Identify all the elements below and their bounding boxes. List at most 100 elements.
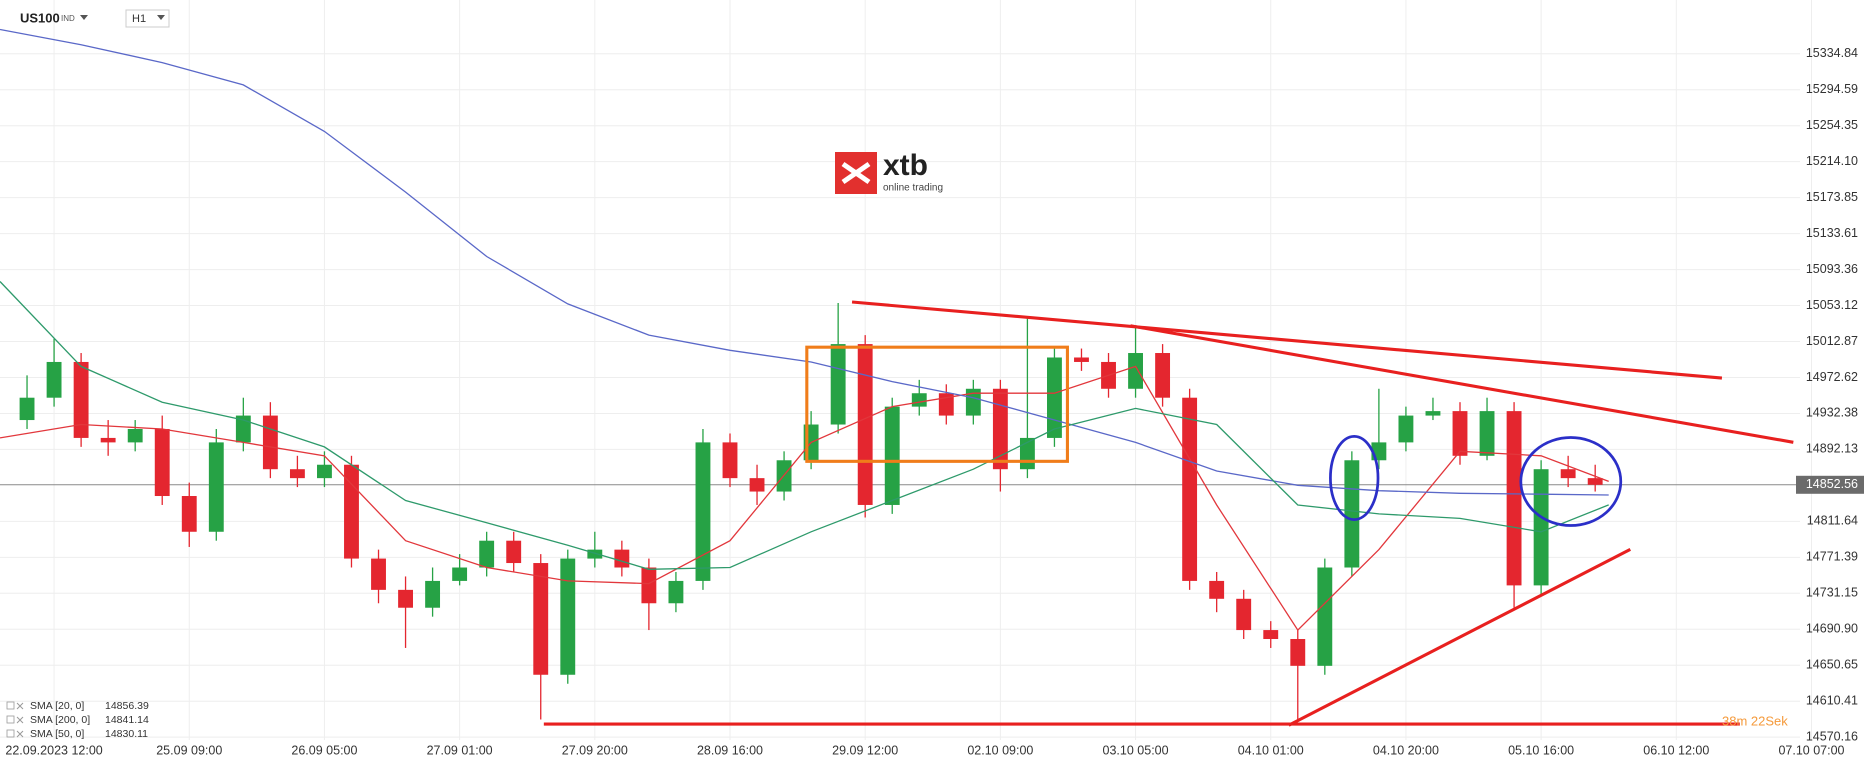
candle-body xyxy=(560,558,576,675)
candle-body xyxy=(1398,415,1414,443)
timeframe-box[interactable] xyxy=(125,9,170,28)
logo-text: xtb xyxy=(883,149,928,182)
last-price-label: 14852.56 xyxy=(1806,477,1858,491)
candle-body xyxy=(100,437,116,443)
logo: xtb online trading xyxy=(835,149,943,194)
legend-value: 14830.11 xyxy=(105,728,148,740)
candle-body xyxy=(262,415,278,470)
x-tick-label: 28.09 16:00 xyxy=(697,743,763,757)
symbol[interactable]: US100 xyxy=(20,10,60,25)
legend-icon xyxy=(16,702,24,710)
y-tick-label: 15334.84 xyxy=(1806,46,1858,60)
y-tick-label: 14610.41 xyxy=(1806,694,1858,708)
x-tick-label: 27.09 01:00 xyxy=(427,743,493,757)
legend-value: 14856.39 xyxy=(105,700,149,712)
x-tick-label: 07.10 07:00 xyxy=(1778,743,1844,757)
timeframe[interactable]: H1 xyxy=(132,13,146,25)
mark-layer xyxy=(0,28,1609,722)
x-tick-label: 22.09.2023 12:00 xyxy=(5,743,102,757)
x-tick-label: 03.10 05:00 xyxy=(1103,743,1169,757)
candle-body xyxy=(452,567,468,581)
y-tick-label: 14972.62 xyxy=(1806,370,1858,384)
highlight-ellipse xyxy=(1329,434,1380,521)
annotations xyxy=(543,300,1794,727)
legend-label: SMA [50, 0] xyxy=(30,728,84,740)
candle-body xyxy=(587,549,603,559)
candle-body xyxy=(1317,567,1333,666)
candle-body xyxy=(641,567,657,604)
dropdown-arrow[interactable] xyxy=(157,15,165,20)
y-tick-label: 15214.10 xyxy=(1806,154,1858,168)
y-tick-label: 15093.36 xyxy=(1806,262,1858,276)
x-tick-label: 04.10 01:00 xyxy=(1238,743,1304,757)
candle-body xyxy=(317,464,332,479)
trend-line xyxy=(1130,324,1794,444)
candle-body xyxy=(533,563,549,675)
candle-body xyxy=(1290,639,1306,666)
candle-body xyxy=(614,549,630,568)
moving-average-line xyxy=(0,281,1609,570)
legend-icon xyxy=(16,730,24,738)
moving-average-line xyxy=(0,28,1609,496)
x-tick-label: 04.10 20:00 xyxy=(1373,743,1439,757)
candle-body xyxy=(1236,598,1252,631)
candle-body xyxy=(1074,357,1089,362)
trend-line xyxy=(851,300,1723,380)
candle-body xyxy=(46,361,62,398)
last-price-tag xyxy=(1796,475,1864,494)
y-tick-label: 15012.87 xyxy=(1806,334,1858,348)
highlight-ellipse xyxy=(1519,436,1623,527)
moving-average-line xyxy=(0,365,1609,632)
legend-label: SMA [20, 0] xyxy=(30,700,84,712)
candle-body xyxy=(1047,357,1062,438)
candle-body xyxy=(479,540,495,568)
x-tick-label: 06.10 12:00 xyxy=(1643,743,1709,757)
candle-body xyxy=(1344,460,1360,568)
candle-body xyxy=(208,442,224,532)
candle-body xyxy=(425,580,441,608)
y-tick-label: 15294.59 xyxy=(1806,82,1858,96)
legend-icon xyxy=(6,715,15,724)
x-tick-label: 27.09 20:00 xyxy=(562,743,628,757)
candle-body xyxy=(830,344,846,425)
candle-body xyxy=(695,442,711,581)
candle-body xyxy=(1155,353,1171,398)
candle-body xyxy=(1425,411,1441,416)
candle-body xyxy=(1587,478,1603,485)
candle-body xyxy=(19,397,35,421)
candle-body xyxy=(857,344,873,505)
candle-body xyxy=(1209,580,1225,599)
candle-body xyxy=(398,589,413,608)
dropdown-arrow[interactable] xyxy=(80,15,88,20)
candle-body xyxy=(965,388,981,416)
candle-body xyxy=(235,415,251,443)
y-tick-label: 15053.12 xyxy=(1806,298,1858,312)
legend-icon xyxy=(6,729,15,738)
y-tick-label: 14650.65 xyxy=(1806,658,1858,672)
candle-body xyxy=(154,428,170,497)
candle-body xyxy=(884,406,900,505)
y-tick-label: 14892.13 xyxy=(1806,442,1858,456)
x-tick-label: 26.09 05:00 xyxy=(291,743,357,757)
trend-line xyxy=(1288,547,1632,727)
y-tick-label: 14731.15 xyxy=(1806,586,1858,600)
countdown: 38m 22Sek xyxy=(1722,713,1788,728)
candle-body xyxy=(127,428,143,443)
candle-body xyxy=(73,361,89,438)
x-tick-label: 29.09 12:00 xyxy=(832,743,898,757)
x-tick-label: 25.09 09:00 xyxy=(156,743,222,757)
candle-body xyxy=(749,478,765,492)
y-tick-label: 15173.85 xyxy=(1806,190,1858,204)
candle-body xyxy=(1452,411,1468,456)
x-tick-label: 02.10 09:00 xyxy=(967,743,1033,757)
y-tick-label: 15254.35 xyxy=(1806,118,1858,132)
logo-tagline: online trading xyxy=(883,183,943,194)
y-tick-label: 15133.61 xyxy=(1806,226,1858,240)
candle-body xyxy=(1560,469,1576,479)
candle-body xyxy=(911,393,927,407)
candle-body xyxy=(1506,411,1522,586)
legend-value: 14841.14 xyxy=(105,714,149,726)
